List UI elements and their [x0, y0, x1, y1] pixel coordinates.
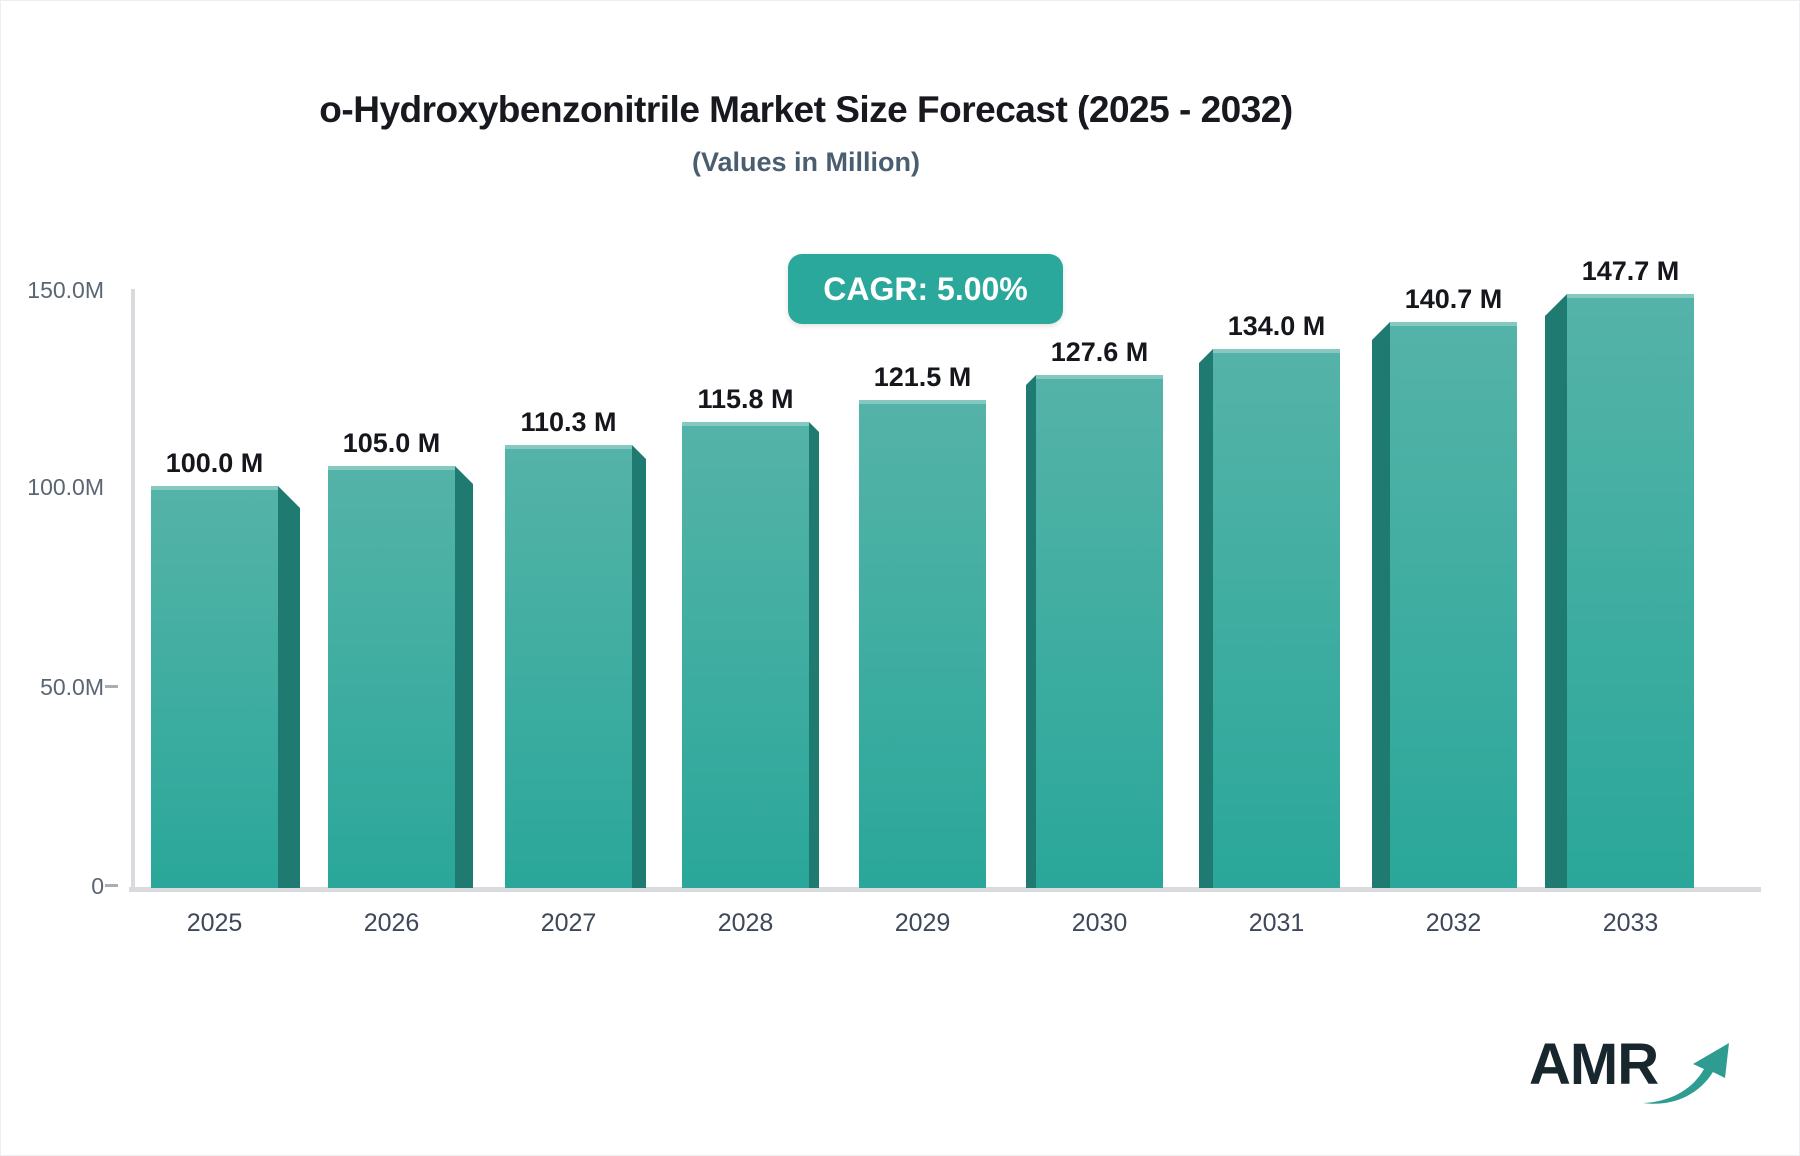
x-axis-label-2027: 2027 [540, 909, 597, 937]
bar-2030[interactable] [1036, 375, 1163, 888]
x-axis-line [129, 887, 1761, 892]
bar-side-face [632, 445, 646, 888]
y-axis-label-0: 0 [91, 873, 104, 899]
y-axis-label-50: 50.0M [40, 674, 104, 700]
bar-side-face [1026, 375, 1036, 888]
bar-2033[interactable] [1567, 294, 1694, 888]
bar-value-label: 134.0 M [1227, 311, 1326, 341]
bar-value-label: 140.7 M [1404, 284, 1503, 314]
bar-2032[interactable] [1390, 322, 1517, 888]
bar-side-face [1199, 349, 1213, 888]
chart-title: o-Hydroxybenzonitrile Market Size Foreca… [319, 89, 1293, 130]
bar-value-label: 105.0 M [342, 428, 441, 458]
bar-2026[interactable] [328, 466, 455, 888]
x-axis-label-2031: 2031 [1248, 909, 1305, 937]
cagr-badge-label: CAGR: 5.00% [823, 270, 1028, 307]
bar-side-face [1372, 322, 1390, 888]
y-axis-tick-0 [105, 884, 118, 887]
bar-value-label: 127.6 M [1050, 337, 1149, 367]
y-axis-label-150: 150.0M [27, 277, 104, 303]
x-axis-label-2032: 2032 [1425, 909, 1482, 937]
bar-value-label: 100.0 M [165, 448, 264, 478]
bar-side-face [455, 466, 473, 888]
bar-value-label: 110.3 M [520, 407, 617, 437]
x-axis-label-2030: 2030 [1071, 909, 1128, 937]
y-axis-label-100: 100.0M [27, 474, 104, 500]
bar-2029[interactable] [859, 400, 986, 888]
bar-2025[interactable] [151, 486, 278, 888]
bar-2028[interactable] [682, 422, 809, 888]
x-axis-label-2026: 2026 [363, 909, 420, 937]
cagr-badge: CAGR: 5.00% [788, 254, 1063, 324]
bar-side-face [809, 422, 819, 888]
bar-value-label: 115.8 M [697, 384, 794, 414]
bar-value-label: 147.7 M [1581, 256, 1680, 286]
brand-logo: AMR [1529, 1031, 1729, 1116]
bar-value-label: 121.5 M [873, 362, 972, 392]
x-axis-label-2028: 2028 [717, 909, 774, 937]
bar-side-face [278, 486, 300, 888]
y-axis-tick-50 [105, 685, 118, 688]
chart-subtitle: (Values in Million) [691, 147, 921, 177]
bar-side-face [1545, 294, 1567, 888]
x-axis-label-2033: 2033 [1602, 909, 1659, 937]
y-axis-line [131, 289, 135, 889]
trend-up-arrow-icon [1643, 1043, 1729, 1104]
brand-logo-text: AMR [1529, 1032, 1659, 1097]
x-axis-label-2029: 2029 [894, 909, 951, 937]
bar-2031[interactable] [1213, 349, 1340, 888]
bar-2027[interactable] [505, 445, 632, 888]
x-axis-label-2025: 2025 [186, 909, 243, 937]
